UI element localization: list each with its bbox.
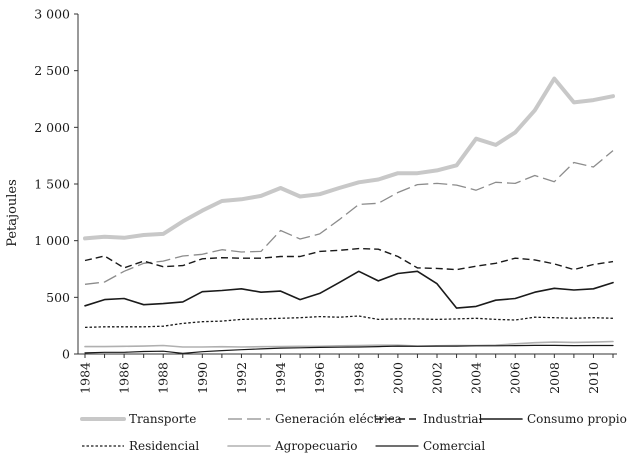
legend-label: Transporte [129, 412, 196, 426]
legend-label: Industrial [423, 412, 483, 426]
y-tick-label: 2 500 [34, 63, 70, 78]
x-tick-label: 2006 [508, 362, 523, 394]
legend: Transporte Generación eléctrica Industrial… [80, 412, 627, 453]
y-tick-label: 0 [62, 347, 70, 362]
series-line-transporte [83, 76, 615, 241]
legend-item: Transporte [80, 412, 196, 426]
y-tick-label: 3 000 [34, 7, 70, 22]
series-line-industrial [84, 247, 614, 271]
legend-item: Residencial [82, 439, 199, 453]
x-tick-label: 1990 [195, 362, 210, 394]
y-axis-title: Petajoules [5, 179, 20, 247]
x-tick-label: 1984 [78, 362, 93, 394]
legend-label: Consumo propio [527, 412, 627, 426]
x-tick-label: 1998 [351, 362, 366, 394]
legend-label: Residencial [129, 439, 199, 453]
legend-item: Agropecuario [227, 439, 358, 453]
y-tick-label: 2 000 [34, 120, 70, 135]
x-tick-label: 1986 [117, 362, 132, 394]
plot-area [83, 76, 615, 354]
series-line-generaci-n-el-ctrica [84, 150, 614, 285]
x-tick-label: 1988 [156, 362, 171, 394]
legend-label: Generación eléctrica [275, 412, 402, 426]
x-tick-label: 2002 [430, 362, 445, 394]
axes: 0 500 1 000 1 500 2 000 2 500 3 000 1984 1986 198… [34, 7, 617, 394]
x-tick-label: 2010 [586, 362, 601, 394]
y-tick-label: 1 000 [34, 233, 70, 248]
legend-item: Industrial [376, 412, 483, 426]
x-tick-label: 2008 [547, 362, 562, 394]
x-tick-label: 1992 [234, 362, 249, 394]
series-line-agropecuario [84, 340, 614, 348]
legend-label: Agropecuario [274, 439, 358, 453]
series-line-comercial [84, 344, 614, 354]
legend-item: Generación eléctrica [228, 412, 402, 426]
legend-item: Comercial [375, 439, 485, 453]
x-tick-label: 1994 [273, 362, 288, 394]
y-tick-label: 500 [46, 290, 70, 305]
legend-label: Comercial [423, 439, 485, 453]
x-tick-label: 2000 [390, 362, 405, 394]
series-line-residencial [84, 315, 614, 329]
x-tick-label: 1996 [312, 362, 327, 394]
legend-item: Consumo propio [479, 412, 627, 426]
y-tick-label: 1 500 [34, 177, 70, 192]
series-line-consumo-propio [84, 270, 614, 309]
x-tick-label: 2004 [469, 362, 484, 394]
